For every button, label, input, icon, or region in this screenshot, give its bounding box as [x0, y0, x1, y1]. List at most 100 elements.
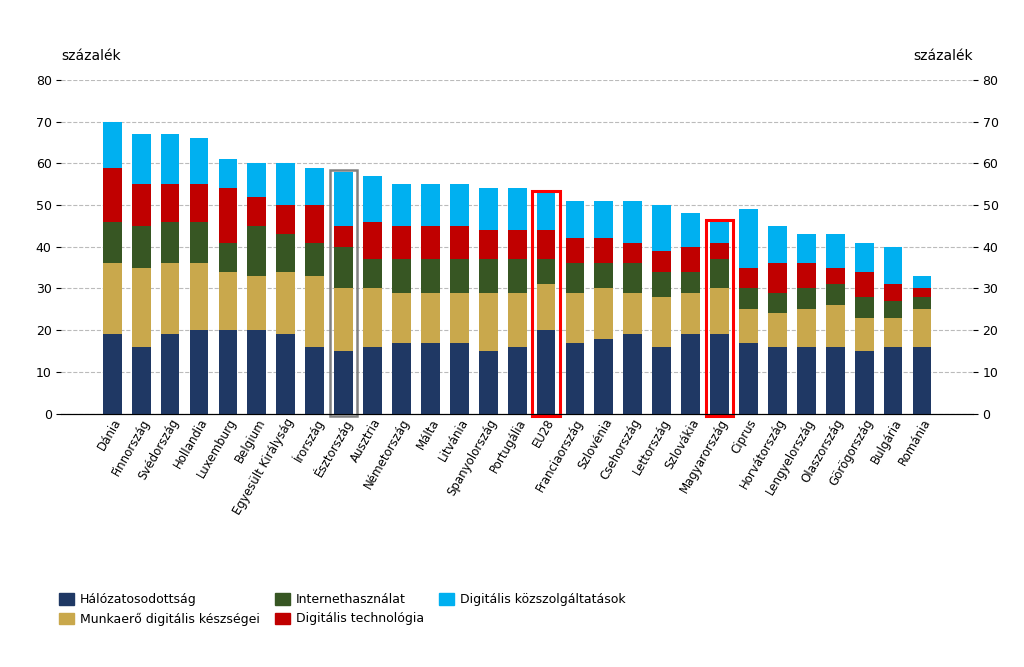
Bar: [624, 201, 642, 243]
Bar: [189, 263, 209, 330]
Bar: [825, 305, 845, 347]
Bar: [334, 226, 353, 247]
Bar: [364, 176, 382, 221]
Bar: [364, 347, 382, 414]
Bar: [797, 288, 816, 309]
Bar: [334, 247, 353, 288]
Bar: [537, 259, 555, 284]
Bar: [479, 259, 498, 293]
Bar: [595, 201, 613, 239]
Bar: [248, 197, 266, 226]
Bar: [248, 330, 266, 414]
Bar: [681, 293, 700, 334]
Bar: [189, 184, 209, 221]
Bar: [508, 293, 526, 347]
Bar: [652, 251, 671, 272]
Text: százalék: százalék: [61, 49, 121, 63]
Bar: [421, 343, 439, 414]
Bar: [681, 334, 700, 414]
Bar: [102, 167, 122, 221]
Bar: [132, 347, 151, 414]
Bar: [711, 334, 729, 414]
Bar: [768, 347, 786, 414]
Bar: [334, 351, 353, 414]
Bar: [884, 317, 902, 347]
Bar: [855, 351, 873, 414]
Bar: [364, 221, 382, 259]
Bar: [624, 263, 642, 293]
Bar: [248, 163, 266, 197]
Bar: [768, 313, 786, 347]
Bar: [305, 205, 324, 243]
Bar: [189, 138, 209, 184]
Bar: [739, 309, 758, 343]
Bar: [624, 293, 642, 334]
Bar: [855, 272, 873, 297]
Bar: [739, 209, 758, 267]
Bar: [102, 334, 122, 414]
Bar: [652, 347, 671, 414]
Bar: [739, 267, 758, 288]
Bar: [565, 343, 585, 414]
Bar: [797, 347, 816, 414]
Bar: [421, 226, 439, 259]
Bar: [624, 334, 642, 414]
Bar: [132, 184, 151, 226]
Legend: Hálózatosodottság, Munkaerő digitális készségei, Internethasználat, Digitális te: Hálózatosodottság, Munkaerő digitális ké…: [58, 593, 626, 626]
Bar: [161, 134, 179, 184]
Bar: [421, 184, 439, 226]
Bar: [825, 284, 845, 305]
Bar: [825, 234, 845, 267]
Bar: [189, 221, 209, 263]
Bar: [479, 230, 498, 259]
Bar: [421, 259, 439, 293]
Bar: [739, 343, 758, 414]
Bar: [161, 334, 179, 414]
Bar: [132, 226, 151, 267]
Bar: [711, 243, 729, 259]
Bar: [912, 276, 932, 288]
Bar: [450, 293, 469, 343]
Bar: [392, 293, 411, 343]
Bar: [711, 221, 729, 243]
Bar: [276, 163, 295, 205]
Bar: [624, 243, 642, 263]
Bar: [102, 221, 122, 263]
Bar: [768, 226, 786, 263]
Bar: [912, 288, 932, 297]
Bar: [392, 343, 411, 414]
Bar: [912, 309, 932, 347]
Bar: [189, 330, 209, 414]
Bar: [508, 189, 526, 230]
Bar: [276, 334, 295, 414]
Bar: [768, 263, 786, 293]
Bar: [421, 293, 439, 343]
Bar: [595, 288, 613, 339]
Bar: [652, 205, 671, 251]
Bar: [797, 263, 816, 288]
Bar: [537, 230, 555, 259]
Bar: [305, 347, 324, 414]
Bar: [450, 259, 469, 293]
Bar: [537, 330, 555, 414]
Bar: [565, 263, 585, 293]
Bar: [652, 297, 671, 347]
Bar: [161, 184, 179, 221]
Bar: [479, 351, 498, 414]
Bar: [595, 239, 613, 263]
Bar: [102, 263, 122, 334]
Bar: [508, 347, 526, 414]
Bar: [884, 301, 902, 317]
Bar: [218, 330, 238, 414]
Bar: [739, 288, 758, 309]
Bar: [652, 272, 671, 297]
Bar: [508, 259, 526, 293]
Bar: [364, 288, 382, 347]
Bar: [595, 339, 613, 414]
Bar: [855, 317, 873, 351]
Bar: [797, 234, 816, 263]
Bar: [305, 276, 324, 347]
Text: százalék: százalék: [913, 49, 973, 63]
Bar: [681, 213, 700, 247]
Bar: [711, 259, 729, 288]
